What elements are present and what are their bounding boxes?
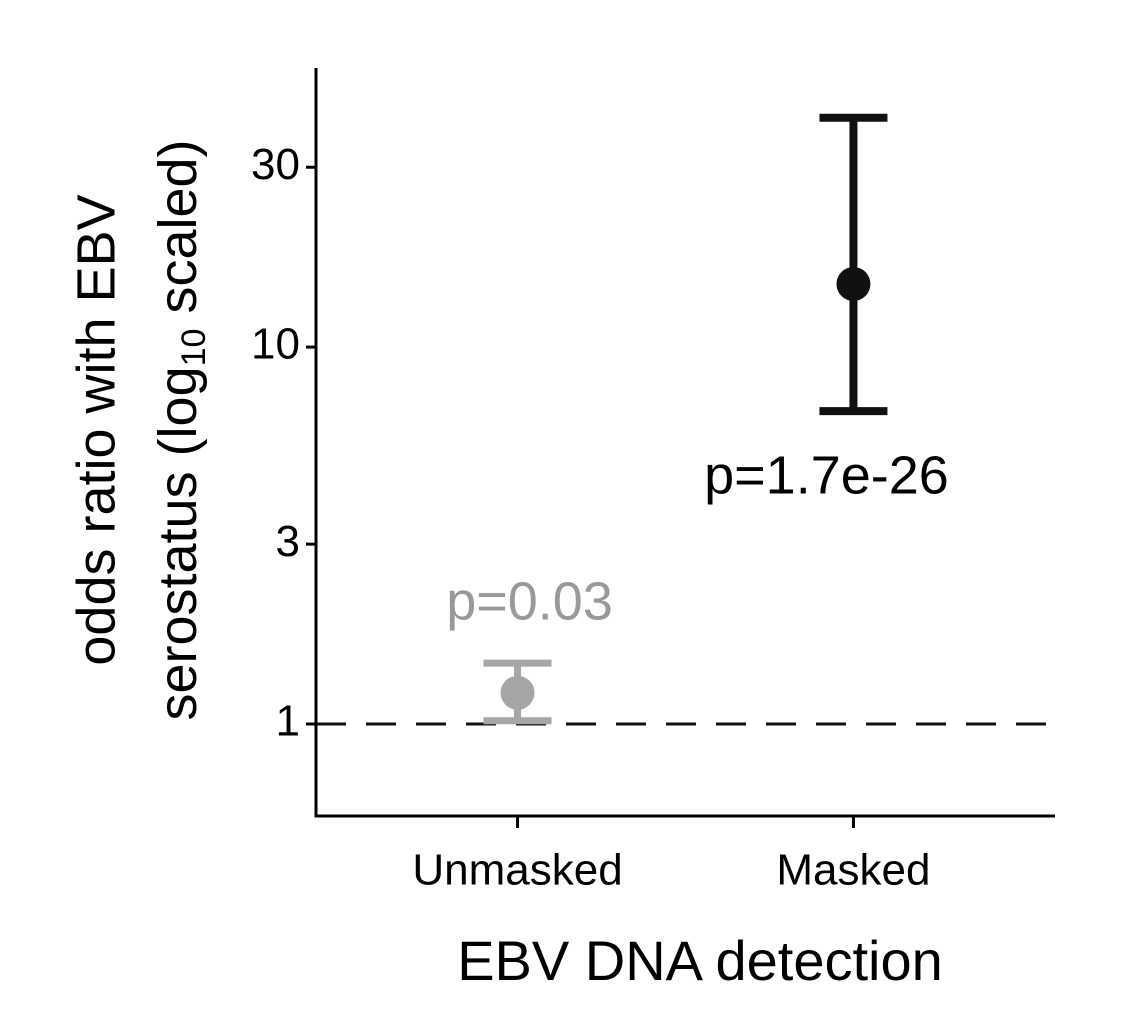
y-title-part: scaled) (148, 139, 208, 328)
y-tick-label: 1 (276, 697, 300, 746)
y-axis-title: odds ratio with EBV serostatus (log10 sc… (66, 139, 213, 720)
y-title-part: serostatus (log (148, 366, 208, 720)
y-title-subscript: 10 (175, 329, 213, 367)
p-value-label: p=0.03 (446, 571, 613, 631)
y-axis-title-line2: serostatus (log10 scaled) (148, 139, 213, 720)
x-axis-title: EBV DNA detection (457, 929, 943, 992)
y-tick-label: 10 (251, 320, 300, 369)
point (836, 266, 871, 301)
x-tick-label: Unmasked (412, 846, 622, 895)
x-tick-label: Masked (776, 846, 930, 895)
point (500, 675, 535, 710)
y-tick-label: 30 (251, 140, 300, 189)
y-tick-label: 3 (276, 517, 300, 566)
p-value-label: p=1.7e-26 (704, 445, 949, 505)
y-axis-title-line1: odds ratio with EBV (66, 194, 126, 665)
